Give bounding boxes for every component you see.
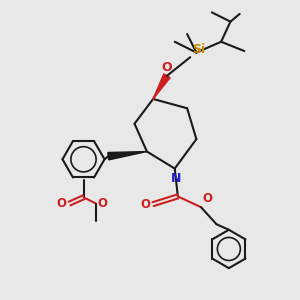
- Text: O: O: [98, 197, 108, 210]
- Text: Si: Si: [192, 43, 205, 56]
- Polygon shape: [108, 152, 147, 160]
- Text: O: O: [202, 192, 213, 205]
- Text: O: O: [140, 198, 150, 211]
- Text: O: O: [161, 61, 172, 74]
- Polygon shape: [153, 74, 170, 99]
- Text: O: O: [56, 197, 66, 210]
- Text: N: N: [171, 172, 181, 184]
